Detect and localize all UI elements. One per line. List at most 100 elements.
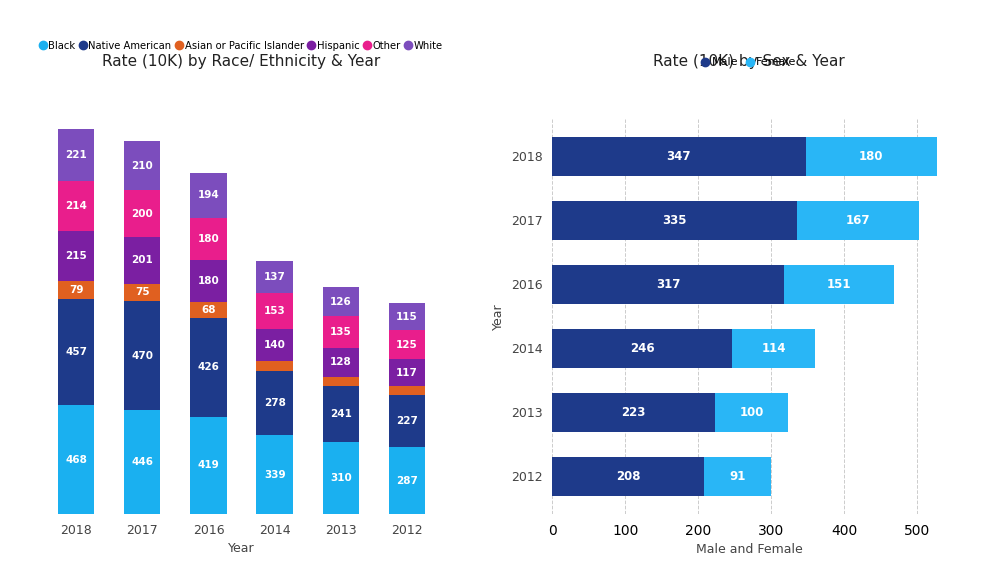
Text: 470: 470 <box>131 351 153 360</box>
Text: 100: 100 <box>740 406 764 419</box>
Text: 75: 75 <box>135 288 150 297</box>
Text: 79: 79 <box>69 285 83 295</box>
Bar <box>388 447 425 514</box>
Bar <box>797 201 919 240</box>
Text: 347: 347 <box>667 150 691 163</box>
Text: 91: 91 <box>729 470 745 483</box>
Text: 241: 241 <box>330 409 352 419</box>
Bar <box>256 371 293 435</box>
Y-axis label: Year: Year <box>492 303 505 330</box>
Text: 446: 446 <box>131 457 153 467</box>
Title: Rate (10K) by Race/ Ethnicity & Year: Rate (10K) by Race/ Ethnicity & Year <box>103 54 381 69</box>
Bar <box>322 386 359 442</box>
Text: 215: 215 <box>65 250 87 260</box>
Text: 287: 287 <box>396 476 418 486</box>
Bar <box>388 394 425 447</box>
Text: 180: 180 <box>197 234 219 244</box>
Bar <box>322 347 359 377</box>
Bar <box>124 284 161 301</box>
Bar <box>58 231 95 281</box>
Bar <box>552 137 806 176</box>
Text: 180: 180 <box>859 150 883 163</box>
Bar <box>190 318 227 416</box>
X-axis label: Year: Year <box>228 542 255 555</box>
Bar <box>58 405 95 514</box>
Text: 114: 114 <box>761 342 786 355</box>
Text: 208: 208 <box>616 470 640 483</box>
Text: 151: 151 <box>826 278 851 291</box>
Bar <box>388 330 425 359</box>
Bar <box>322 316 359 347</box>
Text: 125: 125 <box>396 340 418 350</box>
Bar <box>256 329 293 361</box>
Text: 457: 457 <box>65 347 87 357</box>
Text: 153: 153 <box>264 306 286 316</box>
X-axis label: Male and Female: Male and Female <box>696 544 803 557</box>
Bar <box>715 393 788 432</box>
Bar <box>322 287 359 316</box>
Bar <box>124 141 161 190</box>
Bar <box>388 386 425 394</box>
Text: 214: 214 <box>65 201 87 211</box>
Text: 200: 200 <box>131 208 153 219</box>
Title: Rate (10K) by Sex & Year: Rate (10K) by Sex & Year <box>654 54 845 69</box>
Bar <box>124 301 161 410</box>
Bar <box>190 416 227 514</box>
Text: 335: 335 <box>663 214 686 227</box>
Text: 135: 135 <box>330 327 352 337</box>
Bar <box>552 201 797 240</box>
Text: 419: 419 <box>197 460 219 471</box>
Bar <box>256 361 293 371</box>
Bar <box>58 299 95 405</box>
Bar <box>124 410 161 514</box>
Bar <box>58 181 95 231</box>
Bar <box>784 264 894 304</box>
Bar <box>322 442 359 514</box>
Bar <box>322 377 359 386</box>
Text: 278: 278 <box>263 398 286 408</box>
Bar <box>190 260 227 302</box>
Text: 426: 426 <box>197 362 220 372</box>
Legend: Black, Native American, Asian or Pacific Islander, Hispanic, Other, White: Black, Native American, Asian or Pacific… <box>36 37 447 55</box>
Text: 246: 246 <box>630 342 655 355</box>
Text: 180: 180 <box>197 276 219 286</box>
Text: 468: 468 <box>65 455 87 464</box>
Text: 201: 201 <box>131 255 153 265</box>
Bar <box>552 393 715 432</box>
Text: 223: 223 <box>621 406 646 419</box>
Bar <box>190 218 227 260</box>
Text: 227: 227 <box>396 416 418 426</box>
Bar <box>190 173 227 218</box>
Bar <box>124 237 161 284</box>
Bar <box>552 329 732 368</box>
Text: 167: 167 <box>846 214 870 227</box>
Text: 221: 221 <box>65 150 87 160</box>
Bar <box>124 190 161 237</box>
Text: 137: 137 <box>263 272 286 282</box>
Bar <box>256 261 293 293</box>
Bar <box>732 329 815 368</box>
Bar <box>552 457 704 496</box>
Text: 310: 310 <box>330 473 352 483</box>
Text: 194: 194 <box>197 190 219 201</box>
Bar <box>256 435 293 514</box>
Text: 140: 140 <box>263 340 286 350</box>
Text: 126: 126 <box>330 297 352 306</box>
Text: 115: 115 <box>396 312 418 321</box>
Bar <box>552 264 784 304</box>
Text: 339: 339 <box>264 470 286 480</box>
Bar <box>704 457 770 496</box>
Bar <box>58 281 95 299</box>
Text: 128: 128 <box>330 358 352 367</box>
Bar <box>806 137 937 176</box>
Legend: Male, Female: Male, Female <box>698 53 801 72</box>
Bar <box>388 303 425 330</box>
Bar <box>388 359 425 386</box>
Bar <box>58 129 95 181</box>
Text: 68: 68 <box>201 305 216 315</box>
Bar <box>190 302 227 318</box>
Text: 210: 210 <box>131 161 153 171</box>
Bar <box>256 293 293 329</box>
Text: 317: 317 <box>656 278 680 291</box>
Text: 117: 117 <box>396 368 418 378</box>
